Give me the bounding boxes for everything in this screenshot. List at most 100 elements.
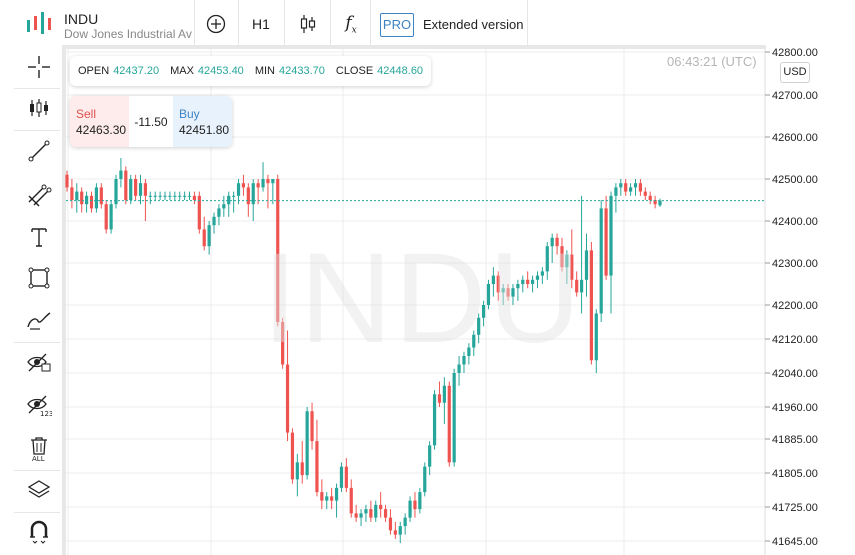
candle-body [212,216,216,226]
candle-body [550,237,554,247]
hide-indicators-button[interactable]: 123 [16,389,62,423]
y-tick-label: 41960.00 [772,402,818,414]
candle-body [65,174,69,188]
formula-icon: fx [345,12,357,36]
crosshair-icon [28,56,50,78]
candle-body [516,284,520,289]
magnet-icon [30,520,48,544]
candle-body [624,183,628,192]
candle-body [472,334,476,348]
y-tick-label: 42600.00 [772,132,818,144]
candle-body [535,275,540,280]
candle-body [99,187,103,205]
text-tool-icon [31,228,47,247]
candle-body [163,195,167,197]
min-value: 42433.70 [278,65,325,77]
candle-body [148,195,152,197]
brush-icon [27,312,51,330]
candle-settings-button[interactable] [16,91,62,125]
candle-body [575,279,579,293]
candle-body [173,195,177,197]
candle-body [511,288,515,297]
candle-body [633,183,638,188]
symbol-ticker[interactable]: INDU [64,11,99,27]
candle-body [207,225,211,247]
max-value: 42453.40 [197,65,244,77]
add-indicator-button[interactable] [204,12,228,36]
candles [65,158,662,544]
y-tick-label: 41805.00 [772,468,818,480]
candle-body [85,195,89,205]
candle-body [643,191,647,196]
candle-body [594,313,598,361]
candle-body [388,517,393,531]
candle-body [501,288,505,293]
buy-button[interactable]: Buy 42451.80 [173,96,232,147]
layers-icon [27,480,51,498]
y-tick-label: 42800.00 [772,47,818,59]
candle-body [300,462,304,476]
candle-body [246,187,250,205]
divider [194,0,195,46]
candle-body [579,279,584,293]
candle-body [325,496,329,501]
watermark-symbol: INDU [262,227,583,370]
candle-body [526,279,530,284]
hide-drawings-button[interactable] [16,346,62,380]
candle-body [251,183,255,205]
candle-body [354,513,358,518]
formula-button[interactable]: fx [340,12,362,36]
candle-body [75,191,79,200]
candle-body [530,279,535,284]
svg-text:123: 123 [40,410,52,418]
layers-button[interactable] [16,473,62,507]
candle-body [570,254,574,280]
candle-body [609,195,613,276]
y-tick-label: 42400.00 [772,216,818,228]
magnet-button[interactable] [16,515,62,549]
divider [14,130,60,131]
fib-tool-button[interactable] [16,178,62,212]
extended-version-link[interactable]: Extended version [423,17,524,32]
candle-body [295,462,299,480]
candle-body [168,195,172,197]
delete-all-button[interactable]: ALL [16,432,62,466]
timeframe-button[interactable]: H1 [252,16,270,32]
candle-body [192,195,197,200]
text-tool-button[interactable] [16,220,62,254]
candle-body [217,208,221,217]
trend-line-button[interactable] [16,134,62,168]
candle-body [403,517,407,527]
svg-text:ALL: ALL [32,455,45,462]
divider [284,0,285,46]
sell-button[interactable]: Sell 42463.30 [70,96,129,147]
candle-body [266,179,270,184]
brush-tool-button[interactable] [16,303,62,337]
pro-badge[interactable]: PRO [380,13,414,37]
rectangle-tool-button[interactable] [16,261,62,295]
candle-body [129,179,133,200]
candle-body [628,187,633,192]
candle-body [619,183,623,188]
y-tick-label: 42120.00 [772,334,818,346]
candle-body [320,492,324,501]
drawing-sidebar: 123 ALL [0,48,62,555]
y-tick-label: 42200.00 [772,300,818,312]
crosshair-button[interactable] [16,50,62,84]
rectangle-icon [28,267,50,289]
currency-button[interactable]: USD [780,62,810,83]
candle-body [560,246,564,268]
candle-body [339,466,344,488]
candle-body [305,411,309,476]
candle-body [80,191,84,205]
candle-body [241,183,246,188]
candle-body [183,195,187,197]
candle-body [334,487,339,501]
candle-body [124,170,128,200]
candle-body [540,271,544,276]
y-tick-label: 42700.00 [772,90,818,102]
candle-body [104,204,108,230]
candle-body [138,183,143,196]
chart-type-button[interactable] [296,12,320,36]
